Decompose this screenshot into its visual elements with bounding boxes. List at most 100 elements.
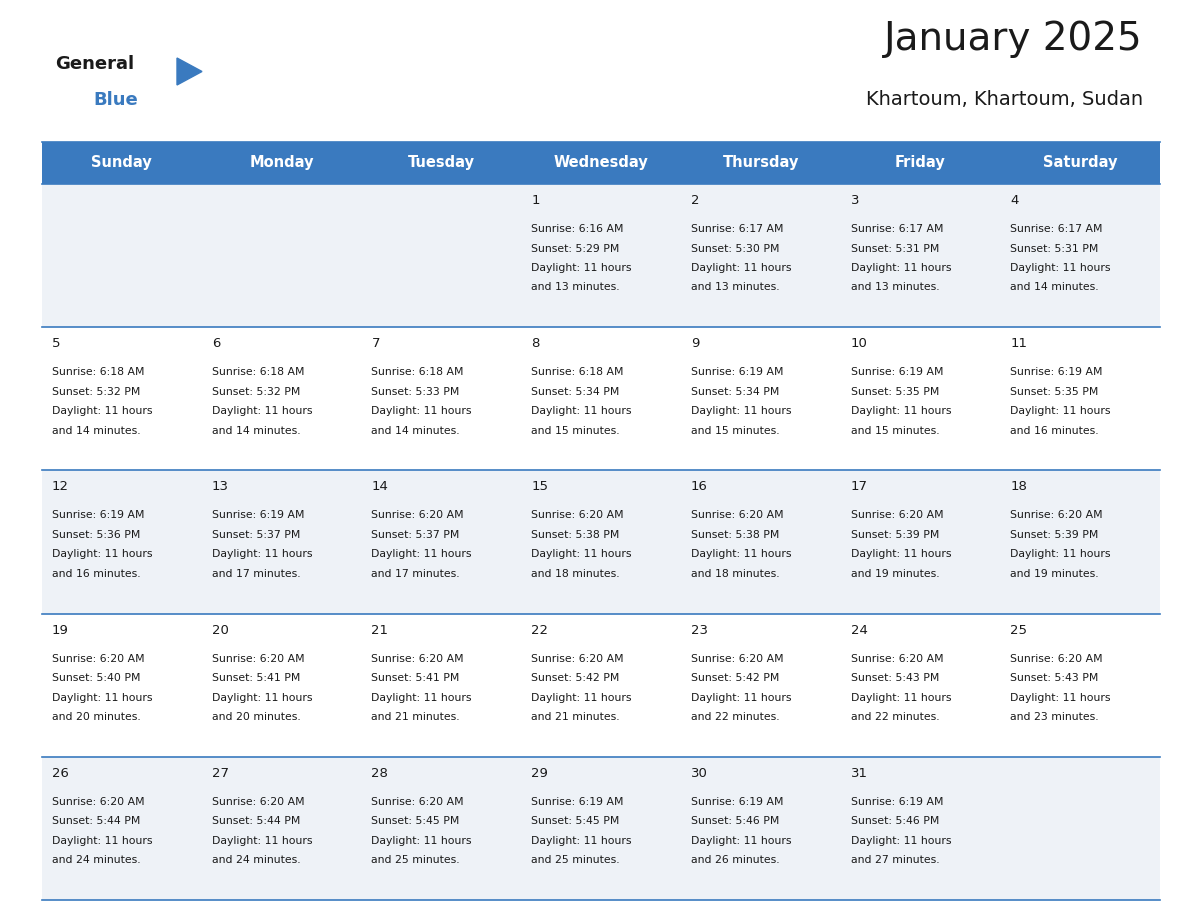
Text: Wednesday: Wednesday bbox=[554, 155, 649, 171]
Text: 25: 25 bbox=[1010, 623, 1028, 636]
Text: Sunrise: 6:20 AM: Sunrise: 6:20 AM bbox=[372, 510, 465, 521]
Text: Daylight: 11 hours: Daylight: 11 hours bbox=[372, 406, 472, 416]
Text: 5: 5 bbox=[52, 337, 61, 350]
Bar bbox=[522, 184, 681, 327]
Text: and 16 minutes.: and 16 minutes. bbox=[52, 569, 140, 579]
Text: Sunset: 5:44 PM: Sunset: 5:44 PM bbox=[52, 816, 140, 826]
Text: 28: 28 bbox=[372, 767, 388, 779]
Text: Sunrise: 6:17 AM: Sunrise: 6:17 AM bbox=[851, 224, 943, 234]
Text: Daylight: 11 hours: Daylight: 11 hours bbox=[52, 549, 152, 559]
Text: 9: 9 bbox=[691, 337, 700, 350]
Text: Sunset: 5:31 PM: Sunset: 5:31 PM bbox=[1010, 243, 1099, 253]
Text: Daylight: 11 hours: Daylight: 11 hours bbox=[851, 549, 952, 559]
Text: Daylight: 11 hours: Daylight: 11 hours bbox=[851, 263, 952, 273]
Text: Sunset: 5:39 PM: Sunset: 5:39 PM bbox=[851, 530, 939, 540]
Text: Sunset: 5:42 PM: Sunset: 5:42 PM bbox=[691, 673, 779, 683]
Text: 8: 8 bbox=[531, 337, 539, 350]
Text: Sunrise: 6:19 AM: Sunrise: 6:19 AM bbox=[691, 367, 783, 377]
Text: and 16 minutes.: and 16 minutes. bbox=[1010, 426, 1099, 436]
Text: 15: 15 bbox=[531, 480, 548, 493]
Text: Daylight: 11 hours: Daylight: 11 hours bbox=[691, 263, 791, 273]
Text: Sunset: 5:41 PM: Sunset: 5:41 PM bbox=[372, 673, 460, 683]
Text: Sunset: 5:43 PM: Sunset: 5:43 PM bbox=[851, 673, 939, 683]
Text: Daylight: 11 hours: Daylight: 11 hours bbox=[211, 692, 312, 702]
Text: Daylight: 11 hours: Daylight: 11 hours bbox=[52, 406, 152, 416]
Bar bbox=[42, 184, 202, 327]
Text: and 18 minutes.: and 18 minutes. bbox=[531, 569, 620, 579]
Text: and 15 minutes.: and 15 minutes. bbox=[691, 426, 779, 436]
Text: Sunrise: 6:19 AM: Sunrise: 6:19 AM bbox=[851, 367, 943, 377]
Text: Sunrise: 6:16 AM: Sunrise: 6:16 AM bbox=[531, 224, 624, 234]
Text: Sunrise: 6:19 AM: Sunrise: 6:19 AM bbox=[211, 510, 304, 521]
Text: Sunrise: 6:20 AM: Sunrise: 6:20 AM bbox=[1010, 510, 1102, 521]
Text: Sunrise: 6:20 AM: Sunrise: 6:20 AM bbox=[52, 654, 145, 664]
Text: Sunset: 5:32 PM: Sunset: 5:32 PM bbox=[211, 386, 301, 397]
Bar bbox=[841, 470, 1000, 613]
Text: and 19 minutes.: and 19 minutes. bbox=[1010, 569, 1099, 579]
Text: Sunrise: 6:18 AM: Sunrise: 6:18 AM bbox=[211, 367, 304, 377]
Bar bbox=[361, 184, 522, 327]
Text: 18: 18 bbox=[1010, 480, 1028, 493]
Bar bbox=[681, 613, 841, 756]
Bar bbox=[522, 613, 681, 756]
Text: Monday: Monday bbox=[249, 155, 314, 171]
Text: Daylight: 11 hours: Daylight: 11 hours bbox=[1010, 263, 1111, 273]
Text: Sunrise: 6:20 AM: Sunrise: 6:20 AM bbox=[851, 510, 943, 521]
Text: Daylight: 11 hours: Daylight: 11 hours bbox=[531, 692, 632, 702]
Text: Sunrise: 6:19 AM: Sunrise: 6:19 AM bbox=[691, 797, 783, 807]
Text: Sunset: 5:34 PM: Sunset: 5:34 PM bbox=[691, 386, 779, 397]
Text: Daylight: 11 hours: Daylight: 11 hours bbox=[211, 406, 312, 416]
Text: Sunrise: 6:20 AM: Sunrise: 6:20 AM bbox=[851, 654, 943, 664]
Text: Sunrise: 6:18 AM: Sunrise: 6:18 AM bbox=[52, 367, 145, 377]
Text: Blue: Blue bbox=[93, 91, 138, 109]
Bar bbox=[42, 613, 202, 756]
Text: 23: 23 bbox=[691, 623, 708, 636]
Text: Sunset: 5:45 PM: Sunset: 5:45 PM bbox=[531, 816, 619, 826]
Text: and 19 minutes.: and 19 minutes. bbox=[851, 569, 940, 579]
Text: Sunrise: 6:20 AM: Sunrise: 6:20 AM bbox=[531, 510, 624, 521]
Bar bbox=[202, 184, 361, 327]
Text: Tuesday: Tuesday bbox=[407, 155, 475, 171]
Text: Sunset: 5:34 PM: Sunset: 5:34 PM bbox=[531, 386, 619, 397]
Text: Daylight: 11 hours: Daylight: 11 hours bbox=[52, 692, 152, 702]
Text: 14: 14 bbox=[372, 480, 388, 493]
Text: Sunset: 5:36 PM: Sunset: 5:36 PM bbox=[52, 530, 140, 540]
Text: Sunrise: 6:20 AM: Sunrise: 6:20 AM bbox=[52, 797, 145, 807]
Text: 6: 6 bbox=[211, 337, 220, 350]
Text: Daylight: 11 hours: Daylight: 11 hours bbox=[531, 406, 632, 416]
Text: Sunset: 5:35 PM: Sunset: 5:35 PM bbox=[1010, 386, 1099, 397]
Text: and 14 minutes.: and 14 minutes. bbox=[211, 426, 301, 436]
Text: 7: 7 bbox=[372, 337, 380, 350]
Text: Daylight: 11 hours: Daylight: 11 hours bbox=[372, 549, 472, 559]
Text: 29: 29 bbox=[531, 767, 548, 779]
Text: 11: 11 bbox=[1010, 337, 1028, 350]
Text: Sunset: 5:30 PM: Sunset: 5:30 PM bbox=[691, 243, 779, 253]
Text: Friday: Friday bbox=[895, 155, 946, 171]
Bar bbox=[1000, 184, 1159, 327]
Bar bbox=[1000, 470, 1159, 613]
Text: 24: 24 bbox=[851, 623, 867, 636]
Text: and 21 minutes.: and 21 minutes. bbox=[531, 712, 620, 722]
Text: Sunset: 5:38 PM: Sunset: 5:38 PM bbox=[531, 530, 619, 540]
Bar bbox=[681, 756, 841, 900]
Text: Sunset: 5:44 PM: Sunset: 5:44 PM bbox=[211, 816, 301, 826]
Bar bbox=[361, 470, 522, 613]
Text: Sunrise: 6:19 AM: Sunrise: 6:19 AM bbox=[531, 797, 624, 807]
Text: Daylight: 11 hours: Daylight: 11 hours bbox=[1010, 692, 1111, 702]
Text: and 23 minutes.: and 23 minutes. bbox=[1010, 712, 1099, 722]
Bar bbox=[522, 327, 681, 470]
Bar bbox=[681, 184, 841, 327]
Text: Daylight: 11 hours: Daylight: 11 hours bbox=[211, 835, 312, 845]
Text: Sunset: 5:37 PM: Sunset: 5:37 PM bbox=[211, 530, 301, 540]
Text: Sunrise: 6:17 AM: Sunrise: 6:17 AM bbox=[1010, 224, 1102, 234]
Text: Daylight: 11 hours: Daylight: 11 hours bbox=[372, 692, 472, 702]
Text: Sunset: 5:40 PM: Sunset: 5:40 PM bbox=[52, 673, 140, 683]
Text: 1: 1 bbox=[531, 194, 539, 207]
Text: Sunset: 5:46 PM: Sunset: 5:46 PM bbox=[851, 816, 939, 826]
Text: and 20 minutes.: and 20 minutes. bbox=[52, 712, 140, 722]
Text: 20: 20 bbox=[211, 623, 228, 636]
Bar bbox=[202, 756, 361, 900]
Text: and 22 minutes.: and 22 minutes. bbox=[691, 712, 779, 722]
Text: and 15 minutes.: and 15 minutes. bbox=[531, 426, 620, 436]
Bar bbox=[202, 613, 361, 756]
